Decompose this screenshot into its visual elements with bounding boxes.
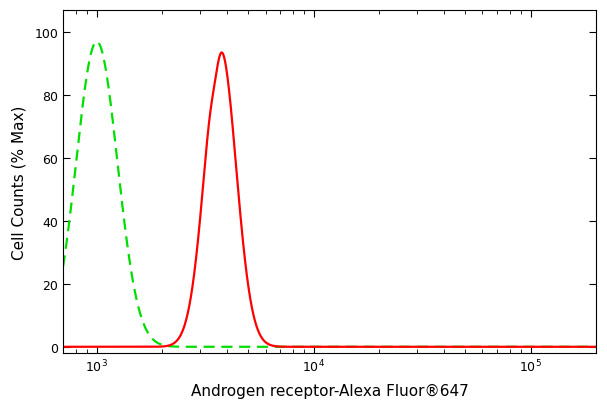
Y-axis label: Cell Counts (% Max): Cell Counts (% Max) [11, 105, 26, 259]
X-axis label: Androgen receptor-Alexa Fluor®647: Androgen receptor-Alexa Fluor®647 [191, 383, 469, 398]
